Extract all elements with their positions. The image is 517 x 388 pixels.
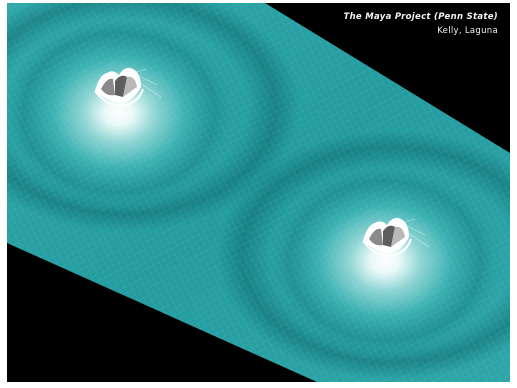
render-canvas: The Maya Project (Penn State) Kelly, Lag… — [7, 3, 510, 382]
surface-render — [7, 3, 510, 382]
peak-right — [362, 217, 430, 257]
credit-title: The Maya Project (Penn State) — [343, 12, 498, 22]
credit-authors: Kelly, Laguna — [437, 26, 498, 36]
peak-left — [94, 67, 162, 107]
